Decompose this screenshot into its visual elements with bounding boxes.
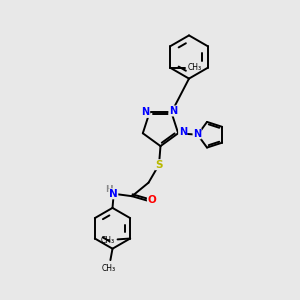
Text: CH₃: CH₃: [100, 236, 115, 244]
Text: N: N: [178, 127, 187, 137]
Text: N: N: [193, 129, 201, 139]
Text: S: S: [155, 160, 163, 170]
Text: N: N: [169, 106, 177, 116]
Text: CH₃: CH₃: [102, 264, 116, 273]
Text: H: H: [105, 184, 112, 194]
Text: CH₃: CH₃: [188, 63, 202, 72]
Text: N: N: [142, 107, 150, 118]
Text: O: O: [147, 195, 156, 205]
Text: N: N: [109, 189, 118, 199]
